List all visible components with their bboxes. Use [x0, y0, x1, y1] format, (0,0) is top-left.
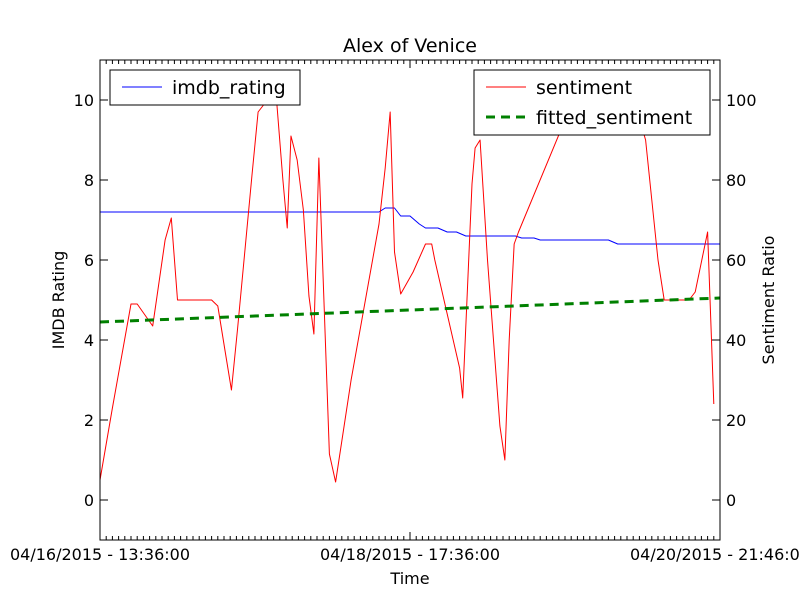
- legend-sentiment-label: sentiment: [536, 77, 632, 99]
- chart-title: Alex of Venice: [343, 35, 477, 57]
- y-left-tick-label: 0: [84, 491, 94, 510]
- y-left-tick-label: 4: [84, 331, 94, 350]
- tick-layer: 04/16/2015 - 13:36:00 04/18/2015 - 17:36:…: [10, 60, 800, 564]
- y-left-tick-label: 10: [74, 91, 94, 110]
- y-left-tick-label: 2: [84, 411, 94, 430]
- y-right-tick-label: 80: [726, 171, 746, 190]
- legend-imdb-rating-label: imdb_rating: [172, 77, 286, 99]
- series-layer: [99, 101, 721, 483]
- y-right-tick-label: 60: [726, 251, 746, 270]
- legend-fitted-sentiment-label: fitted_sentiment: [536, 107, 692, 129]
- y-left-tick-label: 6: [84, 251, 94, 270]
- y-right-tick-label: 20: [726, 411, 746, 430]
- y-right-tick-label: 0: [726, 491, 736, 510]
- x-tick-label: 04/16/2015 - 13:36:00: [10, 545, 190, 564]
- x-tick-label: 04/18/2015 - 17:36:00: [320, 545, 500, 564]
- legend-right: sentiment fitted_sentiment: [473, 69, 711, 136]
- y-axis-left-label: IMDB Rating: [49, 251, 68, 350]
- y-left-tick-label: 8: [84, 171, 94, 190]
- y-right-tick-label: 100: [726, 91, 757, 110]
- series-line-sentiment: [99, 101, 715, 483]
- y-right-tick-label: 40: [726, 331, 746, 350]
- series-line-imdb-rating: [100, 207, 720, 245]
- x-tick-label: 04/20/2015 - 21:46:00: [630, 545, 800, 564]
- y-axis-right-label: Sentiment Ratio: [759, 236, 778, 365]
- legend-right-box: [473, 69, 711, 136]
- series-line-fitted-sentiment: [99, 296, 721, 324]
- x-axis-label: Time: [389, 569, 429, 588]
- legend-left: imdb_rating: [109, 69, 301, 106]
